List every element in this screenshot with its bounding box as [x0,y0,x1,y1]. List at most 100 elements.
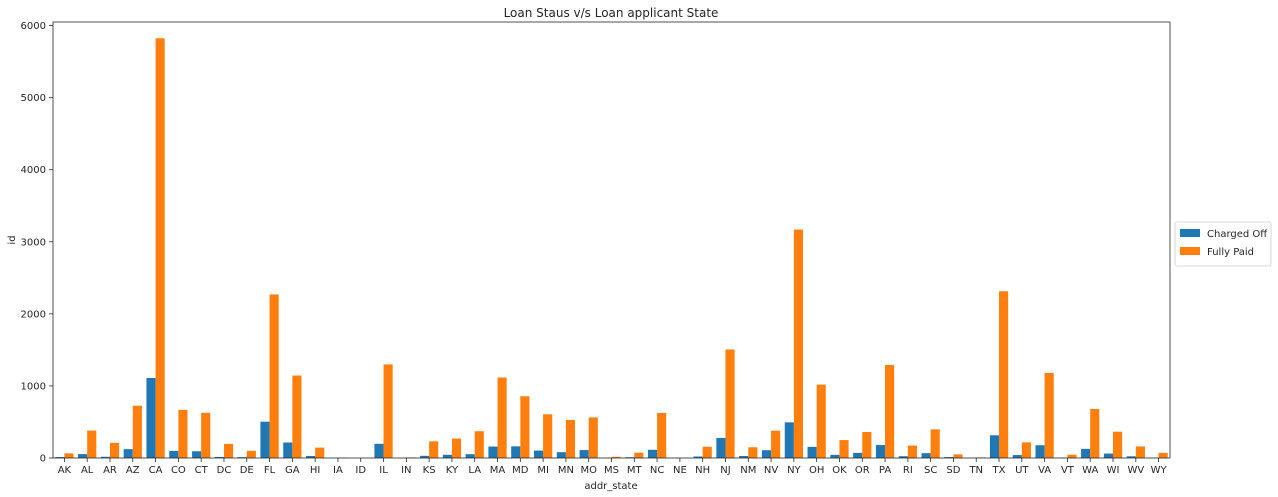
bar-NH-fully-paid [702,446,712,458]
bar-NC-charged-off [647,449,658,458]
x-tick-label: OR [855,465,870,476]
x-tick-label: IL [379,465,388,476]
bar-AR-fully-paid [109,442,120,458]
bar-NV-charged-off [761,450,772,458]
bar-SD-fully-paid [953,454,963,458]
x-tick-label: DC [217,465,232,476]
bar-GA-charged-off [283,442,293,458]
bar-NV-fully-paid [771,430,781,458]
bar-AR-charged-off [100,456,110,458]
legend-label: Fully Paid [1207,247,1254,258]
bar-RI-fully-paid [907,445,917,458]
x-tick-label: KY [446,465,459,476]
bar-WA-charged-off [1081,448,1091,458]
bar-MT-fully-paid [634,452,644,458]
x-tick-label: FL [264,465,276,476]
x-tick-label: CO [171,465,186,476]
bar-DC-charged-off [214,456,224,458]
bar-SC-fully-paid [930,429,940,458]
legend-label: Charged Off [1207,229,1268,240]
bar-TX-charged-off [989,435,1000,458]
y-tick-label: 2000 [21,309,46,320]
bar-SC-charged-off [921,453,931,458]
bar-KY-fully-paid [451,438,462,458]
x-tick-label: OK [832,465,847,476]
x-tick-label: CA [149,465,163,476]
x-tick-label: UT [1015,465,1029,476]
bar-AK-charged-off [55,456,65,458]
y-tick-label: 5000 [21,93,46,104]
bar-RI-charged-off [898,456,908,458]
bar-GA-fully-paid [292,375,302,458]
legend-swatch [1180,247,1200,255]
x-tick-label: MA [490,465,506,476]
bar-CA-fully-paid [155,38,165,458]
x-tick-label: DE [240,465,254,476]
bar-CT-fully-paid [201,412,211,458]
bar-NM-fully-paid [748,447,758,458]
chart-title: Loan Staus v/s Loan applicant State [504,6,719,20]
bar-TX-fully-paid [999,291,1009,458]
bar-DE-fully-paid [246,450,256,458]
bar-MI-fully-paid [543,414,553,458]
x-tick-label: NM [740,465,756,476]
x-tick-label: AL [81,465,94,476]
bar-VA-charged-off [1035,445,1045,458]
x-tick-label: MO [580,465,597,476]
bar-KY-charged-off [442,454,452,458]
bar-PA-fully-paid [885,364,895,458]
x-tick-label: NE [673,465,687,476]
y-tick-label: 3000 [21,237,46,248]
bar-UT-fully-paid [1021,442,1031,458]
bar-OH-charged-off [807,446,817,458]
x-tick-label: NJ [720,465,730,476]
bar-NJ-charged-off [716,437,726,458]
bar-AZ-fully-paid [132,405,142,458]
bar-MI-charged-off [533,450,544,458]
x-tick-label: MN [558,465,574,476]
bar-DE-charged-off [237,457,247,458]
x-tick-label: NY [787,465,801,476]
x-tick-label: MI [537,465,549,476]
bar-NC-fully-paid [657,412,667,458]
bar-CO-fully-paid [178,409,188,458]
bar-OR-charged-off [853,452,863,458]
bar-KS-charged-off [420,455,430,458]
bar-OR-fully-paid [862,431,872,458]
x-tick-label: IN [401,465,411,476]
bar-CO-charged-off [169,450,179,458]
bar-MS-fully-paid [611,456,621,458]
bar-CA-charged-off [146,378,156,458]
y-tick-label: 1000 [21,381,46,392]
x-tick-label: PA [879,465,891,476]
bar-WI-fully-paid [1113,431,1123,458]
x-tick-label: NH [695,465,710,476]
bar-MO-fully-paid [588,417,598,458]
bar-PA-charged-off [875,445,886,458]
x-tick-label: MD [512,465,529,476]
x-axis-label: addr_state [584,481,637,492]
bar-WI-charged-off [1103,453,1114,458]
bar-WV-fully-paid [1135,446,1145,458]
bar-OH-fully-paid [816,384,826,458]
x-tick-label: AK [58,465,72,476]
x-tick-label: TX [992,465,1006,476]
bar-MA-fully-paid [497,377,507,458]
x-tick-label: WY [1151,465,1168,476]
x-tick-label: SC [924,465,937,476]
bar-MD-charged-off [511,446,521,458]
x-tick-label: AR [103,465,117,476]
bar-DC-fully-paid [223,443,234,458]
bar-OK-fully-paid [839,440,849,458]
x-tick-label: RI [903,465,913,476]
bar-MA-charged-off [488,446,498,458]
axes-layer: 0 1000 2000 3000 4000 5000 6000 AK AL AR AZ CA CO CT D… [21,21,1171,476]
bar-WV-charged-off [1126,456,1136,458]
x-tick-label: HI [310,465,320,476]
bar-NY-fully-paid [793,229,803,458]
x-tick-label: GA [285,465,300,476]
x-tick-label: VA [1038,465,1051,476]
bar-WA-fully-paid [1090,409,1100,458]
x-tick-label: WA [1082,465,1098,476]
